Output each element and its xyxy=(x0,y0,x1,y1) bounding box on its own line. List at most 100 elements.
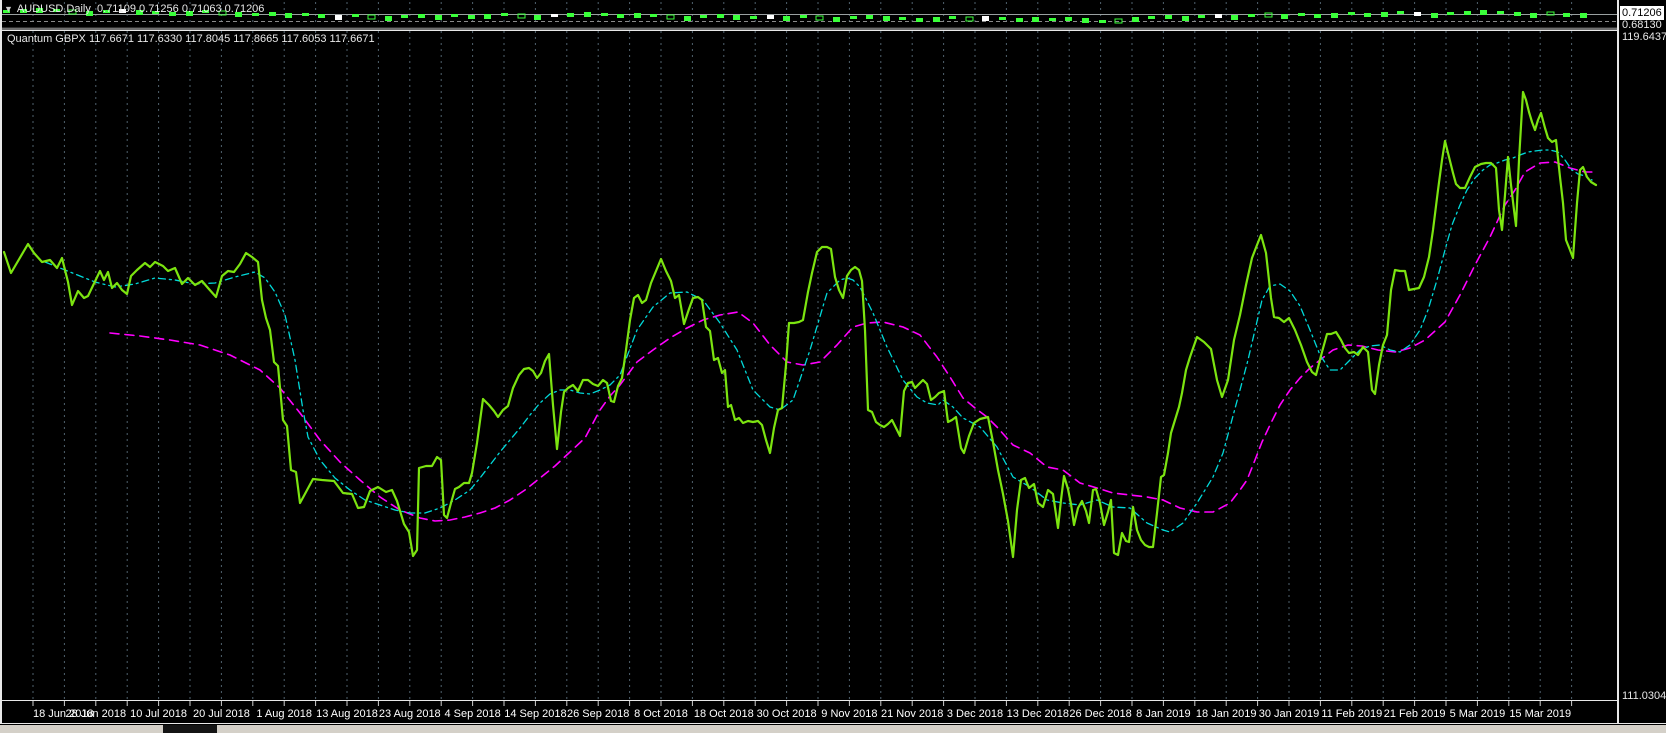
mini-candle xyxy=(202,10,209,13)
subwindow-top-border xyxy=(0,30,1617,31)
mini-candle xyxy=(252,13,259,16)
mini-candle xyxy=(1281,14,1288,19)
mini-candle xyxy=(1530,13,1537,18)
symbol-name: AUDUSD,Daily xyxy=(16,3,91,15)
window-separator[interactable] xyxy=(0,27,1617,30)
mini-candle xyxy=(218,10,227,16)
mini-candle xyxy=(352,14,359,17)
window-collapse-icon[interactable]: ▼ xyxy=(4,4,13,14)
mini-candle xyxy=(700,15,707,18)
mini-candle xyxy=(418,14,425,18)
mini-candle xyxy=(684,16,691,21)
symbol-title: ▼ AUDUSD,Daily 0.71109 0.71256 0.71063 0.… xyxy=(4,3,264,15)
mini-candle xyxy=(302,13,309,16)
mini-candle xyxy=(285,13,292,18)
mini-candle xyxy=(1231,15,1238,20)
mini-candle xyxy=(767,15,774,19)
mini-candle xyxy=(1132,17,1139,22)
mini-candle xyxy=(367,14,376,20)
mini-candle xyxy=(1032,17,1039,22)
symbol-ohlc: 0.71109 0.71256 0.71063 0.71206 xyxy=(97,3,265,15)
date-label: 26 Dec 2018 xyxy=(1069,708,1131,720)
mini-candle xyxy=(401,15,408,18)
mini-candle xyxy=(1165,15,1172,19)
mini-candle xyxy=(899,17,906,20)
date-label: 18 Jan 2019 xyxy=(1196,708,1257,720)
mini-candle xyxy=(136,10,143,15)
mini-candle xyxy=(1397,11,1404,14)
mini-candle xyxy=(269,12,276,16)
mini-candle xyxy=(1447,12,1454,15)
mini-candle xyxy=(666,14,675,20)
date-label: 30 Jan 2019 xyxy=(1259,708,1320,720)
mini-candle xyxy=(634,13,641,18)
mini-candle xyxy=(517,13,526,19)
date-label: 3 Dec 2018 xyxy=(947,708,1003,720)
date-label: 8 Oct 2018 xyxy=(634,708,688,720)
current-price-label: 0.71206 xyxy=(1620,6,1664,20)
date-label: 23 Aug 2018 xyxy=(379,708,441,720)
mini-candle xyxy=(1331,13,1338,18)
mini-candle xyxy=(451,14,458,17)
mini-candle xyxy=(1298,13,1305,16)
indicator-scale-min: 111.0304 xyxy=(1622,690,1666,702)
series-dash-dot-line xyxy=(44,149,1593,533)
mini-candle xyxy=(1065,17,1072,21)
mini-candle xyxy=(1546,11,1555,16)
mini-candle xyxy=(850,16,857,19)
window-left-border xyxy=(0,0,2,723)
series-solid-line xyxy=(2,90,1598,559)
mini-candle xyxy=(1514,12,1521,16)
mini-candle xyxy=(933,17,940,22)
mini-candle xyxy=(335,15,342,20)
mini-candle xyxy=(119,9,126,13)
date-label: 30 Oct 2018 xyxy=(757,708,817,720)
mini-candle xyxy=(717,14,724,18)
mini-candle xyxy=(1348,12,1355,15)
mini-candle xyxy=(1182,16,1189,21)
mini-candle xyxy=(1364,13,1371,17)
mini-candle xyxy=(949,16,956,19)
window-bottom-border xyxy=(0,723,1666,724)
mini-candle xyxy=(318,14,325,18)
indicator-scale-max: 119.6437 xyxy=(1622,31,1666,43)
mini-candle xyxy=(534,15,541,20)
mini-candle xyxy=(883,16,890,21)
scale-divider[interactable] xyxy=(1617,0,1619,723)
mini-candle xyxy=(815,15,824,21)
indicator-name: Quantum GBPX xyxy=(7,33,86,45)
mini-candle xyxy=(1381,12,1388,17)
date-label: 13 Dec 2018 xyxy=(1007,708,1069,720)
mini-candle xyxy=(1049,18,1056,21)
mini-candle xyxy=(1414,12,1421,16)
mini-candle xyxy=(1016,18,1023,22)
date-label: 18 Oct 2018 xyxy=(694,708,754,720)
date-label: 21 Feb 2019 xyxy=(1384,708,1446,720)
date-label: 14 Sep 2018 xyxy=(504,708,566,720)
date-label: 4 Sep 2018 xyxy=(444,708,500,720)
date-label: 21 Nov 2018 xyxy=(881,708,943,720)
mini-candle xyxy=(1215,14,1222,18)
date-label: 20 Jul 2018 xyxy=(193,708,250,720)
mini-candle xyxy=(584,12,591,17)
indicator-title: Quantum GBPX 117.6671 117.6330 117.8045 … xyxy=(7,33,375,45)
mini-candle xyxy=(36,8,43,13)
horizontal-scrollbar[interactable] xyxy=(0,725,1666,733)
mini-candle xyxy=(982,16,989,21)
mini-candle xyxy=(1264,12,1273,18)
mini-candle xyxy=(1248,14,1255,17)
date-label: 18 Jun 2018 xyxy=(33,708,94,720)
price-scale-column[interactable]: 0.71206 0.68130 119.6437 111.0304 xyxy=(1620,0,1666,733)
level-price-label: 0.68130 xyxy=(1622,19,1662,31)
mini-candle xyxy=(20,9,27,13)
mini-candle xyxy=(53,9,60,12)
mini-candle xyxy=(733,15,740,20)
mini-candle xyxy=(601,13,608,16)
mini-candle xyxy=(3,10,10,13)
mini-candle xyxy=(435,15,442,20)
mini-candle xyxy=(1198,15,1205,18)
scrollbar-notch[interactable] xyxy=(163,725,217,733)
mini-candle xyxy=(783,16,790,21)
